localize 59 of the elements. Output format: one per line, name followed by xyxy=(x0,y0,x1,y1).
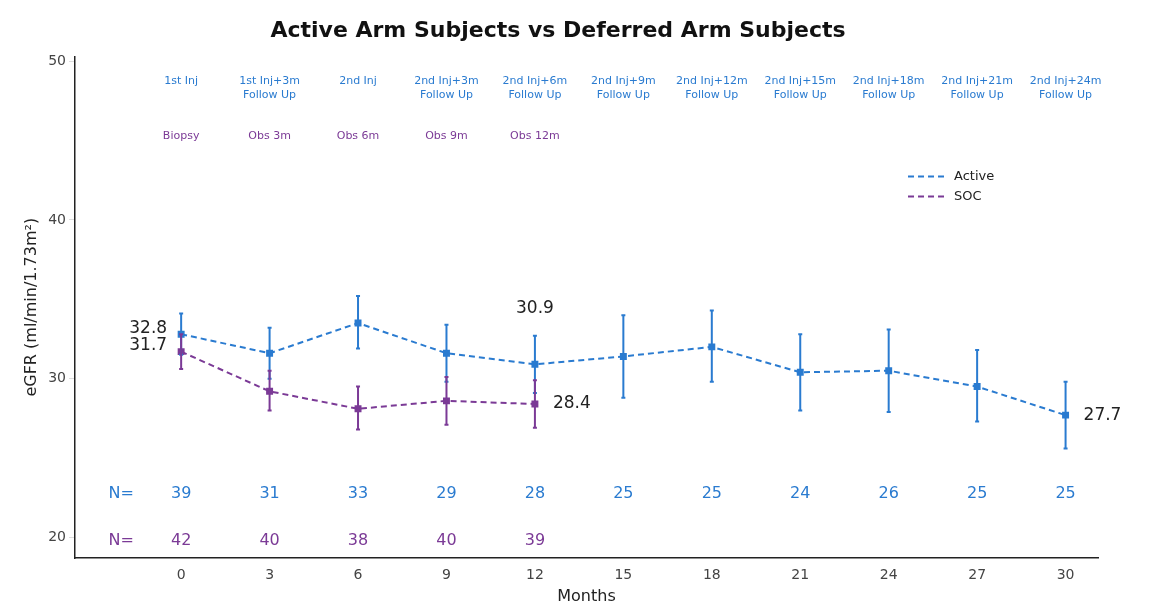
x-tick-label: 21 xyxy=(791,566,810,583)
annotation: Biopsy xyxy=(162,129,200,143)
x-tick-label: 6 xyxy=(353,566,363,583)
annotation: 2nd Inj+24m Follow Up xyxy=(1029,74,1102,102)
y-axis-title: eGFR (ml/min/1.73m²) xyxy=(20,217,40,397)
annotation: 2nd Inj+12m Follow Up xyxy=(675,74,748,102)
annotation: 2nd Inj xyxy=(339,74,377,88)
chart-title: Active Arm Subjects vs Deferred Arm Subjects xyxy=(270,16,846,42)
data-label: 27.7 xyxy=(1083,403,1122,424)
annotation: Obs 6m xyxy=(336,129,380,143)
annotation: 39 xyxy=(524,530,546,550)
y-tick-label: 30 xyxy=(48,369,67,386)
data-label: 31.7 xyxy=(129,334,168,355)
annotation: 24 xyxy=(790,483,811,503)
annotation: N= xyxy=(108,483,134,503)
annotation: 2nd Inj+3m Follow Up xyxy=(414,74,479,102)
annotation: 42 xyxy=(170,530,192,550)
annotation: 2nd Inj+15m Follow Up xyxy=(764,74,837,102)
annotation: 25 xyxy=(701,483,722,503)
annotation: 25 xyxy=(966,483,988,503)
data-label: 30.9 xyxy=(515,296,554,317)
x-tick-label: 3 xyxy=(265,566,275,583)
data-label: 32.8 xyxy=(129,316,168,337)
x-tick-label: 9 xyxy=(442,566,451,583)
annotation: 2nd Inj+6m Follow Up xyxy=(502,74,568,102)
annotation: Obs 3m xyxy=(248,129,291,143)
legend-label: Active xyxy=(954,167,995,183)
annotation: 1st Inj xyxy=(164,74,199,88)
annotation: 31 xyxy=(259,483,280,503)
annotation: 28 xyxy=(524,483,546,503)
data-label: 28.4 xyxy=(552,392,591,413)
x-tick-label: 30 xyxy=(1056,566,1075,583)
annotation: Obs 12m xyxy=(510,129,560,143)
y-tick-label: 20 xyxy=(48,528,67,545)
legend-label: SOC xyxy=(954,187,982,203)
x-tick-label: 0 xyxy=(176,566,186,583)
x-axis-title: Months xyxy=(557,585,616,605)
annotation: 38 xyxy=(347,530,369,550)
x-tick-label: 18 xyxy=(702,566,721,583)
annotation: 1st Inj+3m Follow Up xyxy=(239,74,300,102)
annotation: Obs 9m xyxy=(425,129,468,143)
y-tick-label: 40 xyxy=(48,210,67,227)
annotation: 2nd Inj+21m Follow Up xyxy=(941,74,1013,102)
y-tick-label: 50 xyxy=(48,51,67,68)
annotation: 40 xyxy=(259,530,280,550)
annotation: 33 xyxy=(347,483,369,503)
annotation: 25 xyxy=(1055,483,1076,503)
annotation: 40 xyxy=(436,530,457,550)
annotation: 29 xyxy=(436,483,457,503)
x-tick-label: 12 xyxy=(526,566,544,583)
annotation: 2nd Inj+18m Follow Up xyxy=(852,74,925,102)
annotation: 2nd Inj+9m Follow Up xyxy=(591,74,656,102)
x-tick-label: 15 xyxy=(614,566,633,583)
annotation: 26 xyxy=(878,483,899,503)
x-tick-label: 27 xyxy=(968,566,987,583)
x-tick-label: 24 xyxy=(879,566,898,583)
annotation: 25 xyxy=(613,483,634,503)
annotation: N= xyxy=(108,530,134,550)
annotation: 39 xyxy=(170,483,192,503)
